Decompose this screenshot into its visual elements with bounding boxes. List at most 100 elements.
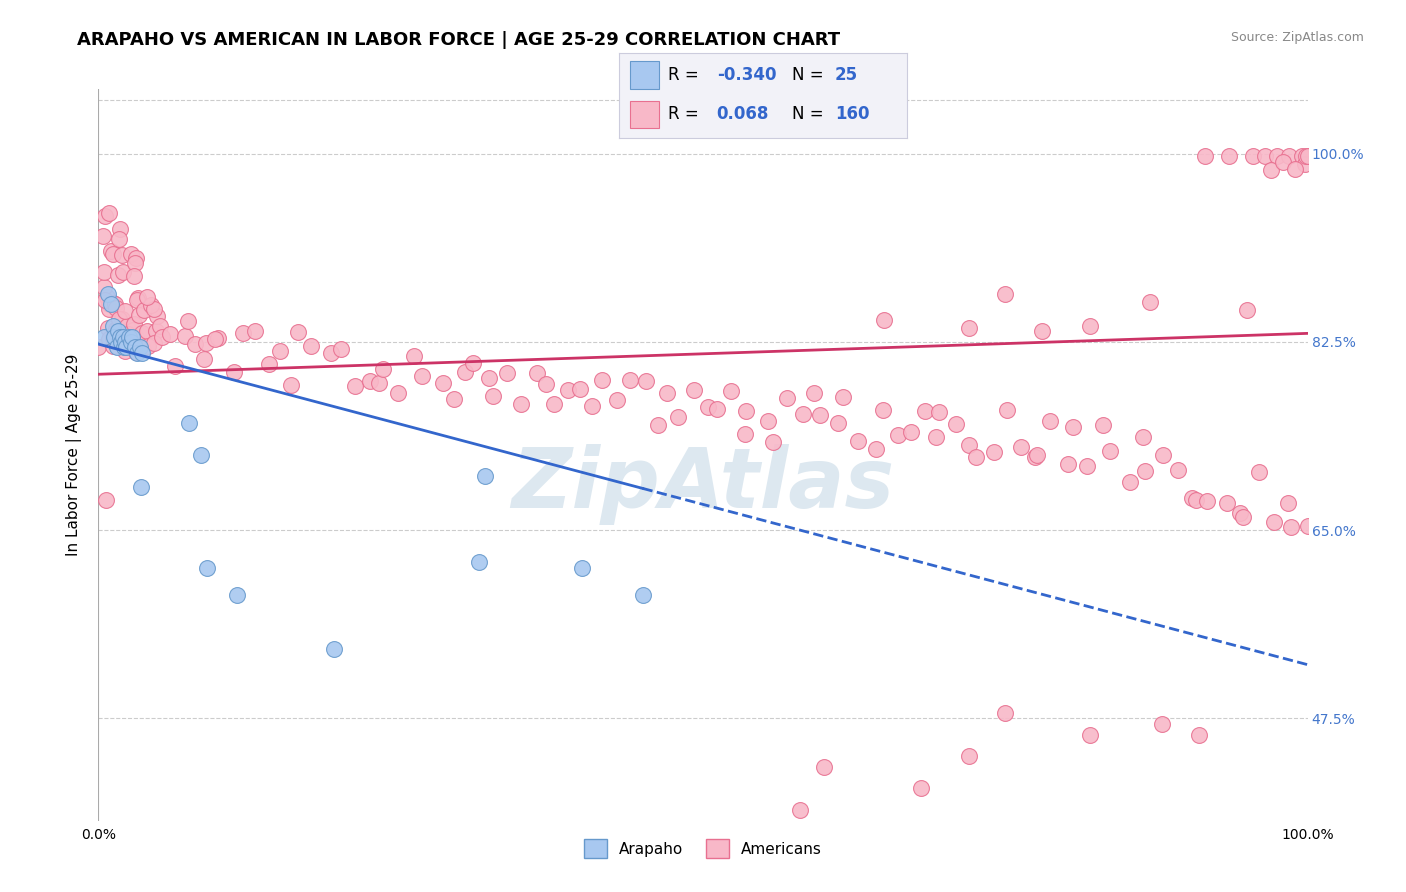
Point — [343, 378, 366, 392]
Point — [174, 329, 197, 343]
Point — [224, 365, 246, 379]
Point — [93, 265, 115, 279]
Point — [1236, 302, 1258, 317]
Legend: Arapaho, Americans: Arapaho, Americans — [578, 833, 828, 864]
Point — [965, 450, 987, 464]
Text: -0.340: -0.340 — [717, 66, 776, 84]
Point — [402, 349, 425, 363]
Point — [100, 244, 122, 259]
Point — [461, 355, 484, 369]
Point — [1024, 450, 1046, 464]
Point — [1133, 464, 1156, 478]
Point — [756, 414, 779, 428]
Point — [510, 397, 533, 411]
FancyBboxPatch shape — [630, 101, 659, 128]
Point — [789, 803, 811, 817]
Point — [132, 342, 155, 356]
Point — [994, 286, 1017, 301]
Point — [1167, 463, 1189, 477]
Text: N =: N = — [792, 105, 823, 123]
Point — [135, 324, 157, 338]
Text: R =: R = — [668, 105, 699, 123]
Point — [1216, 496, 1239, 510]
Point — [142, 302, 165, 317]
Point — [165, 359, 187, 373]
Point — [122, 323, 145, 337]
Point — [91, 229, 114, 244]
Point — [1295, 149, 1317, 163]
Point — [1118, 475, 1140, 489]
Point — [1272, 155, 1295, 169]
Point — [243, 325, 266, 339]
Point — [329, 343, 352, 357]
Point — [122, 317, 145, 331]
Point — [232, 326, 254, 340]
Point — [93, 279, 115, 293]
Point — [359, 375, 381, 389]
Point — [120, 247, 142, 261]
Point — [526, 366, 548, 380]
Point — [107, 324, 129, 338]
Point — [150, 330, 173, 344]
Point — [183, 337, 205, 351]
Point — [928, 405, 950, 419]
Point — [557, 383, 579, 397]
Point — [94, 209, 117, 223]
Point — [115, 340, 138, 354]
Point — [734, 426, 756, 441]
Point — [411, 369, 433, 384]
Point — [1281, 520, 1303, 534]
Point — [111, 312, 134, 326]
Point — [568, 382, 591, 396]
Point — [443, 392, 465, 406]
Point — [995, 403, 1018, 417]
Point — [1152, 449, 1174, 463]
Point — [103, 329, 125, 343]
Point — [1010, 440, 1032, 454]
Point — [910, 781, 932, 796]
Point — [631, 588, 654, 602]
Point — [204, 332, 226, 346]
Point — [872, 403, 894, 417]
Point — [107, 321, 129, 335]
Point — [387, 386, 409, 401]
Point — [1284, 161, 1306, 176]
Point — [226, 588, 249, 602]
Point — [111, 248, 134, 262]
Point — [1267, 149, 1289, 163]
Point — [101, 318, 124, 333]
Point — [482, 389, 505, 403]
Point — [478, 371, 501, 385]
Point — [131, 326, 153, 340]
Point — [127, 291, 149, 305]
Point — [127, 336, 149, 351]
Point — [121, 329, 143, 343]
Point — [655, 386, 678, 401]
Point — [111, 329, 134, 343]
Point — [1076, 458, 1098, 473]
Point — [125, 251, 148, 265]
Text: N =: N = — [792, 66, 823, 84]
Point — [139, 298, 162, 312]
Point — [1031, 324, 1053, 338]
Point — [496, 366, 519, 380]
Point — [87, 340, 110, 354]
Point — [983, 445, 1005, 459]
Point — [1091, 417, 1114, 432]
Point — [97, 297, 120, 311]
Point — [1263, 515, 1285, 529]
Point — [1152, 716, 1174, 731]
Point — [118, 329, 141, 343]
Point — [111, 265, 134, 279]
Point — [666, 409, 689, 424]
Text: 25: 25 — [835, 66, 858, 84]
Point — [269, 343, 291, 358]
Point — [127, 345, 149, 359]
Point — [1181, 491, 1204, 506]
Point — [176, 314, 198, 328]
Point — [145, 324, 167, 338]
Point — [1099, 444, 1122, 458]
Point — [1291, 149, 1313, 163]
Point — [696, 401, 718, 415]
Point — [1260, 162, 1282, 177]
